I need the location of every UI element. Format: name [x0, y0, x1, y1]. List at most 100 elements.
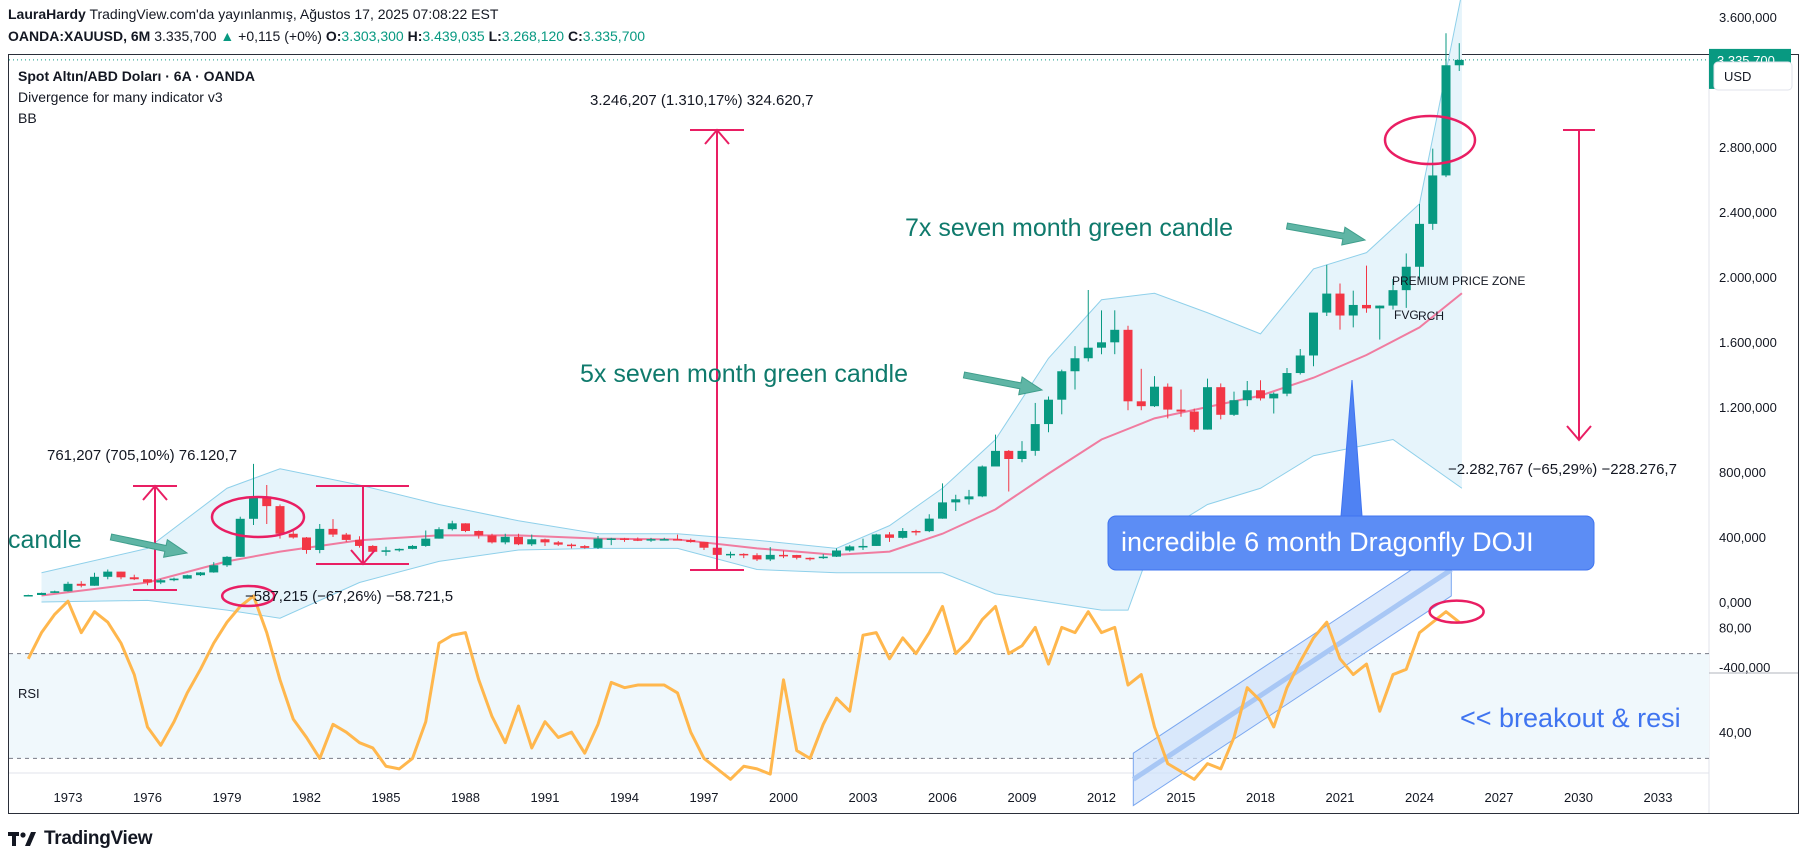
candle-body: [752, 555, 762, 560]
candle: [938, 483, 947, 519]
candle: [977, 465, 987, 498]
candle: [686, 538, 696, 543]
y-tick-label: 3.600,000: [1719, 10, 1777, 25]
candle: [1348, 290, 1358, 328]
candle-body: [779, 554, 788, 557]
x-tick-label: 2027: [1485, 790, 1514, 805]
currency-button[interactable]: [1713, 61, 1793, 91]
candle: [593, 536, 603, 550]
candle: [1136, 368, 1146, 411]
candle: [898, 528, 908, 539]
candle-body: [487, 535, 497, 543]
author-name[interactable]: LauraHardy: [8, 6, 86, 22]
chart-legend-title[interactable]: Spot Altın/ABD Doları · 6A · OANDA: [18, 68, 255, 84]
candle: [673, 534, 682, 541]
candle-body: [23, 595, 33, 597]
candle: [474, 530, 484, 539]
candle-body: [500, 536, 510, 543]
candle: [275, 504, 285, 539]
candle-body: [447, 523, 457, 530]
symbol-header: OANDA:XAUUSD, 6M 3.335,700 ▲ +0,115 (+0%…: [8, 28, 645, 44]
candle-body: [1375, 305, 1385, 309]
candle: [1428, 148, 1438, 230]
chart-frame: [8, 54, 1799, 814]
candle-body: [567, 544, 576, 547]
x-tick-label: 1997: [690, 790, 719, 805]
candle-body: [1176, 409, 1186, 412]
candle: [620, 537, 629, 542]
candle-body: [1057, 371, 1067, 400]
candle-body: [156, 580, 166, 583]
candle-body: [871, 534, 881, 546]
candle-body: [1428, 175, 1438, 224]
candle-body: [805, 557, 815, 560]
symbol-name[interactable]: OANDA:XAUUSD, 6M: [8, 28, 151, 44]
candle-body: [1441, 65, 1451, 176]
candle-body: [832, 550, 841, 557]
candle: [580, 545, 590, 549]
candle: [964, 489, 974, 505]
candle: [832, 548, 841, 557]
candle-body: [1415, 223, 1424, 267]
candle-body: [355, 539, 364, 546]
rsi-legend-label[interactable]: RSI: [18, 686, 40, 701]
candle: [156, 578, 166, 585]
candle: [1057, 369, 1067, 415]
candle-body: [1163, 386, 1173, 410]
candle: [169, 577, 179, 582]
candle-body: [1136, 401, 1146, 407]
candle: [1282, 368, 1292, 397]
close-label: C:: [567, 28, 583, 44]
candle: [1362, 265, 1371, 313]
candle: [76, 581, 86, 588]
candle-body: [593, 538, 603, 548]
candle-body: [673, 539, 682, 541]
y-tick-label: 1.600,000: [1719, 335, 1777, 350]
indicator-divergence-label[interactable]: Divergence for many indicator v3: [18, 89, 223, 105]
x-tick-label: 2033: [1644, 790, 1673, 805]
candle-body: [408, 545, 417, 549]
candle: [461, 523, 470, 533]
low-label: L:: [488, 28, 502, 44]
last-price: 3.335,700: [154, 28, 217, 44]
candle: [1030, 402, 1040, 456]
candle: [514, 533, 523, 546]
low-value: 3.268,120: [501, 28, 565, 44]
candle: [911, 529, 921, 536]
open-label: O:: [325, 28, 342, 44]
circle-2025-top: [1383, 114, 1477, 166]
candle-body: [540, 539, 550, 543]
x-tick-label: 2015: [1167, 790, 1196, 805]
candle-body: [394, 548, 404, 551]
candle: [1123, 325, 1133, 411]
range1-label: 761,207 (705,10%) 76.120,7: [47, 447, 237, 464]
open-value: 3.303,300: [341, 28, 404, 44]
candle-body: [1295, 355, 1305, 374]
candle: [818, 554, 828, 559]
candle: [1401, 253, 1411, 308]
five-x-note: 5x seven month green candle: [580, 360, 908, 388]
close-value: 3.335,700: [582, 28, 646, 44]
candle-body: [686, 539, 696, 543]
footer-logo[interactable]: TradingView: [8, 826, 153, 852]
candle-body: [328, 528, 338, 535]
indicator-bb-label[interactable]: BB: [18, 110, 37, 126]
rsi-circle-1979: [220, 584, 276, 608]
candle-body: [606, 538, 616, 540]
candle-body: [977, 466, 987, 497]
seven-x-note: 7x seven month green candle: [905, 214, 1233, 242]
candle-body: [1083, 347, 1093, 359]
candle: [1295, 348, 1305, 375]
candle: [1163, 383, 1173, 419]
candle: [1189, 408, 1199, 433]
candle-body: [116, 571, 126, 578]
bollinger-bands: [41, 0, 1463, 619]
candle: [659, 537, 669, 541]
candle-body: [90, 576, 99, 586]
rsi-line: [26, 594, 1461, 781]
candle: [1017, 441, 1027, 463]
rsi-circle-2025: [1428, 599, 1485, 624]
range3-arrow: [704, 128, 730, 570]
tradingview-brand: TradingView: [44, 828, 153, 849]
